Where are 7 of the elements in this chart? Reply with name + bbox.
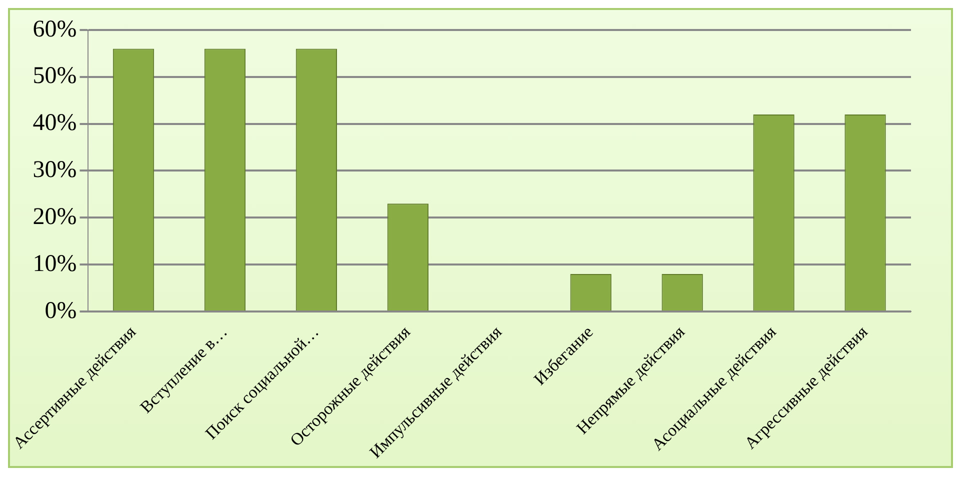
y-tick-label: 10% [32, 250, 77, 277]
y-tick-label: 40% [32, 110, 77, 136]
y-tick-label: 30% [32, 157, 77, 184]
y-tick-label: 0% [44, 298, 77, 324]
y-tick-label: 20% [32, 204, 77, 230]
y-tick-label: 60% [32, 16, 77, 42]
y-tick-label: 50% [32, 63, 77, 90]
